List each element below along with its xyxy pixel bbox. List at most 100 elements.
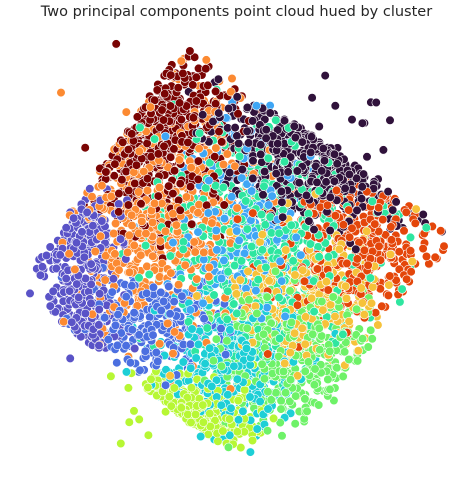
- scatter-point-cluster-6: [276, 404, 286, 414]
- scatter-point-cluster-4: [238, 406, 248, 416]
- scatter-point-cluster-5: [305, 239, 316, 249]
- scatter-point-cluster-3: [262, 303, 272, 313]
- scatter-point-cluster-6: [286, 317, 297, 328]
- scatter-point-cluster-3: [251, 286, 261, 296]
- scatter-point-cluster-9: [127, 221, 137, 231]
- scatter-point-cluster-11: [101, 167, 111, 177]
- scatter-point-cluster-7: [186, 383, 197, 393]
- scatter-point-cluster-7: [182, 393, 192, 403]
- scatter-point-cluster-7: [224, 414, 235, 424]
- scatter-point-cluster-11: [201, 64, 211, 74]
- scatter-point-cluster-7: [205, 421, 215, 432]
- scatter-point-cluster-9: [204, 272, 214, 282]
- scatter-point-cluster-1: [85, 184, 95, 194]
- scatter-point-cluster-8: [231, 289, 241, 299]
- scatter-point-cluster-5: [150, 134, 160, 144]
- scatter-point-cluster-9: [90, 246, 100, 257]
- scatter-point-cluster-9: [124, 230, 134, 240]
- scatter-point-cluster-0: [230, 122, 240, 133]
- scatter-point-cluster-7: [161, 407, 171, 417]
- scatter-point-cluster-2: [164, 281, 174, 292]
- scatter-point-cluster-6: [363, 342, 373, 352]
- scatter-point-cluster-9: [149, 198, 160, 208]
- scatter-point-cluster-2: [103, 335, 113, 345]
- scatter-point-cluster-1: [115, 234, 126, 244]
- scatter-point-cluster-0: [371, 97, 381, 108]
- scatter-point-cluster-11: [210, 152, 220, 162]
- scatter-point-cluster-1: [45, 301, 55, 311]
- scatter-point-cluster-2: [142, 288, 152, 298]
- scatter-point-cluster-11: [109, 171, 119, 181]
- scatter-point-cluster-10: [436, 226, 446, 236]
- scatter-point-cluster-5: [365, 273, 376, 283]
- scatter-point-cluster-10: [406, 267, 416, 277]
- scatter-point-cluster-10: [359, 245, 370, 255]
- scatter-point-cluster-11: [159, 141, 169, 151]
- scatter-point-cluster-3: [227, 192, 237, 202]
- scatter-point-cluster-2: [125, 358, 136, 368]
- scatter-point-cluster-10: [363, 260, 373, 270]
- scatter-point-cluster-6: [277, 431, 287, 441]
- scatter-point-cluster-11: [219, 200, 229, 210]
- scatter-point-cluster-10: [375, 255, 386, 265]
- scatter-point-cluster-11: [117, 175, 127, 185]
- scatter-point-cluster-8: [192, 291, 202, 301]
- scatter-point-cluster-11: [193, 174, 203, 184]
- scatter-point-cluster-10: [370, 219, 380, 229]
- scatter-point-cluster-2: [110, 320, 121, 331]
- scatter-point-cluster-8: [353, 346, 363, 356]
- scatter-point-cluster-10: [386, 235, 397, 245]
- scatter-point-cluster-11: [211, 99, 221, 109]
- scatter-point-cluster-1: [114, 199, 124, 209]
- scatter-point-cluster-5: [260, 220, 270, 230]
- scatter-point-cluster-8: [359, 310, 369, 320]
- scatter-point-cluster-0: [273, 139, 283, 149]
- scatter-point-cluster-5: [275, 333, 285, 344]
- scatter-point-cluster-0: [388, 205, 398, 215]
- scatter-point-cluster-6: [315, 345, 325, 355]
- scatter-point-cluster-6: [332, 363, 342, 373]
- scatter-point-cluster-1: [51, 263, 61, 274]
- scatter-point-cluster-11: [169, 144, 179, 154]
- scatter-point-cluster-7: [232, 427, 242, 437]
- scatter-point-cluster-11: [166, 152, 176, 162]
- scatter-point-cluster-2: [169, 297, 179, 307]
- scatter-point-cluster-9: [114, 265, 124, 275]
- scatter-point-cluster-4: [263, 404, 273, 414]
- scatter-point-cluster-9: [168, 349, 178, 359]
- scatter-point-cluster-9: [134, 187, 144, 197]
- scatter-point-cluster-11: [121, 166, 131, 177]
- scatter-point-cluster-2: [199, 314, 209, 324]
- scatter-point-cluster-0: [304, 216, 314, 226]
- scatter-point-cluster-11: [114, 207, 124, 217]
- scatter-point-cluster-9: [204, 262, 214, 273]
- scatter-point-cluster-8: [264, 276, 274, 286]
- scatter-point-cluster-6: [310, 364, 320, 374]
- scatter-point-cluster-10: [248, 208, 258, 218]
- scatter-point-cluster-6: [300, 394, 310, 404]
- scatter-point-cluster-0: [273, 125, 283, 135]
- scatter-point-cluster-6: [300, 366, 310, 376]
- scatter-point-cluster-1: [45, 242, 55, 252]
- scatter-point-cluster-10: [418, 244, 428, 254]
- scatter-point-cluster-1: [97, 216, 107, 226]
- scatter-point-cluster-11: [80, 143, 90, 153]
- scatter-point-cluster-0: [294, 178, 304, 188]
- scatter-point-cluster-10: [312, 264, 323, 274]
- scatter-point-cluster-5: [202, 323, 212, 333]
- scatter-point-cluster-0: [317, 166, 327, 176]
- scatter-point-cluster-4: [121, 367, 132, 377]
- scatter-point-cluster-6: [286, 375, 296, 385]
- scatter-point-cluster-11: [190, 52, 200, 62]
- scatter-point-cluster-7: [191, 409, 201, 420]
- scatter-point-cluster-2: [165, 309, 175, 319]
- scatter-point-cluster-11: [123, 200, 133, 210]
- scatter-point-cluster-10: [421, 251, 432, 262]
- scatter-point-cluster-0: [318, 144, 328, 154]
- scatter-point-cluster-1: [94, 320, 104, 330]
- scatter-point-cluster-8: [301, 312, 311, 322]
- scatter-point-cluster-8: [384, 280, 394, 290]
- scatter-point-cluster-11: [131, 160, 142, 170]
- scatter-point-cluster-11: [214, 127, 224, 137]
- scatter-point-cluster-3: [193, 227, 203, 237]
